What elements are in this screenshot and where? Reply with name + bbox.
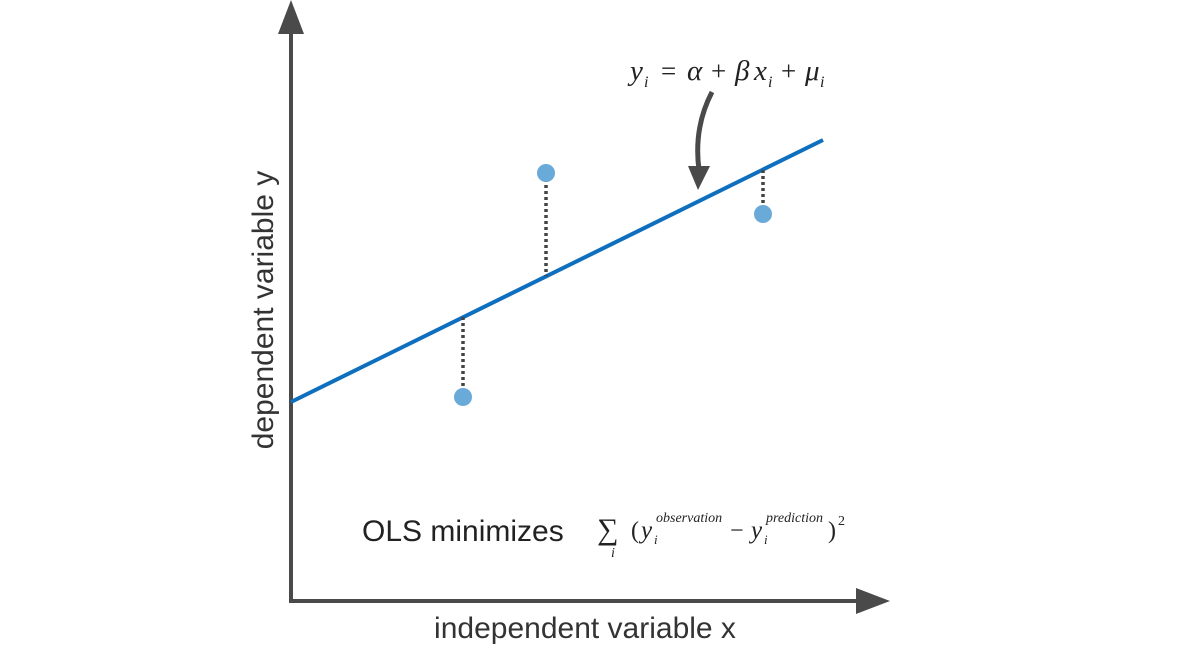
- eq-alpha: α: [687, 55, 703, 87]
- eq-y: y: [627, 55, 643, 87]
- eq-x: x: [753, 55, 767, 87]
- ols-pred-subscript: i: [764, 532, 768, 547]
- eq-sub-i: i: [820, 74, 824, 91]
- ols-label: OLS minimizes: [362, 515, 564, 548]
- eq-plus: +: [781, 56, 796, 86]
- ols-obs-subscript: i: [654, 532, 658, 547]
- x-axis-arrowhead: [856, 588, 890, 614]
- data-point: [454, 388, 472, 406]
- y-axis-arrowhead: [278, 0, 304, 34]
- eq-sub-i: i: [768, 74, 772, 91]
- ols-formula: OLS minimizes ∑ i ( y i observation − y …: [362, 511, 845, 561]
- eq-plus: +: [711, 56, 726, 86]
- regression-line: [290, 138, 824, 404]
- x-axis-label: independent variable x: [434, 612, 736, 645]
- y-axis-label: dependent variable y: [247, 171, 280, 450]
- ols-sum-symbol: ∑: [597, 513, 618, 546]
- ols-y-prediction: y: [748, 517, 763, 544]
- ols-exponent: 2: [838, 514, 845, 529]
- ols-sum-index: i: [611, 546, 615, 561]
- equation-pointer-arrow: [695, 90, 715, 171]
- eq-beta: β: [734, 55, 750, 87]
- ols-close-paren: ): [828, 518, 836, 544]
- eq-mu: μ: [804, 55, 820, 87]
- regression-equation: y i = α + β x i + μ i: [627, 55, 824, 91]
- ols-pred-superscript: prediction: [765, 511, 823, 526]
- eq-sub-i: i: [644, 74, 648, 91]
- eq-equals: =: [661, 56, 676, 86]
- ols-y-observation: y: [638, 517, 653, 544]
- ols-open-paren: (: [631, 518, 639, 544]
- ols-minus: −: [730, 518, 744, 544]
- equation-pointer-arrowhead: [688, 166, 710, 190]
- ols-obs-superscript: observation: [656, 511, 722, 526]
- data-point: [537, 164, 555, 182]
- data-point: [754, 205, 772, 223]
